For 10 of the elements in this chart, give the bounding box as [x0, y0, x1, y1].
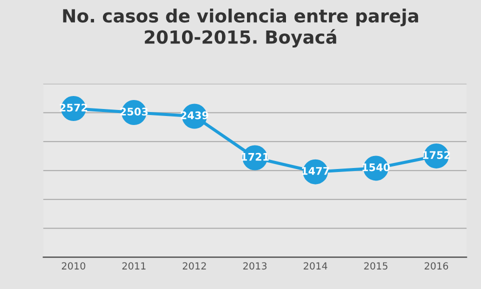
x-tick-label: 2016 [424, 262, 448, 270]
data-label: 2503 [120, 108, 148, 116]
x-tick-label: 2015 [364, 262, 388, 270]
x-tick-label: 2014 [304, 262, 328, 270]
x-tick-label: 2010 [62, 262, 86, 270]
chart-title: No. casos de violencia entre pareja 2010-2015. Boyacá [63, 8, 418, 48]
data-label: 1477 [302, 167, 330, 175]
x-tick-label: 2013 [243, 262, 267, 270]
x-tick-label: 2012 [182, 262, 206, 270]
x-tick-label: 2011 [122, 262, 146, 270]
